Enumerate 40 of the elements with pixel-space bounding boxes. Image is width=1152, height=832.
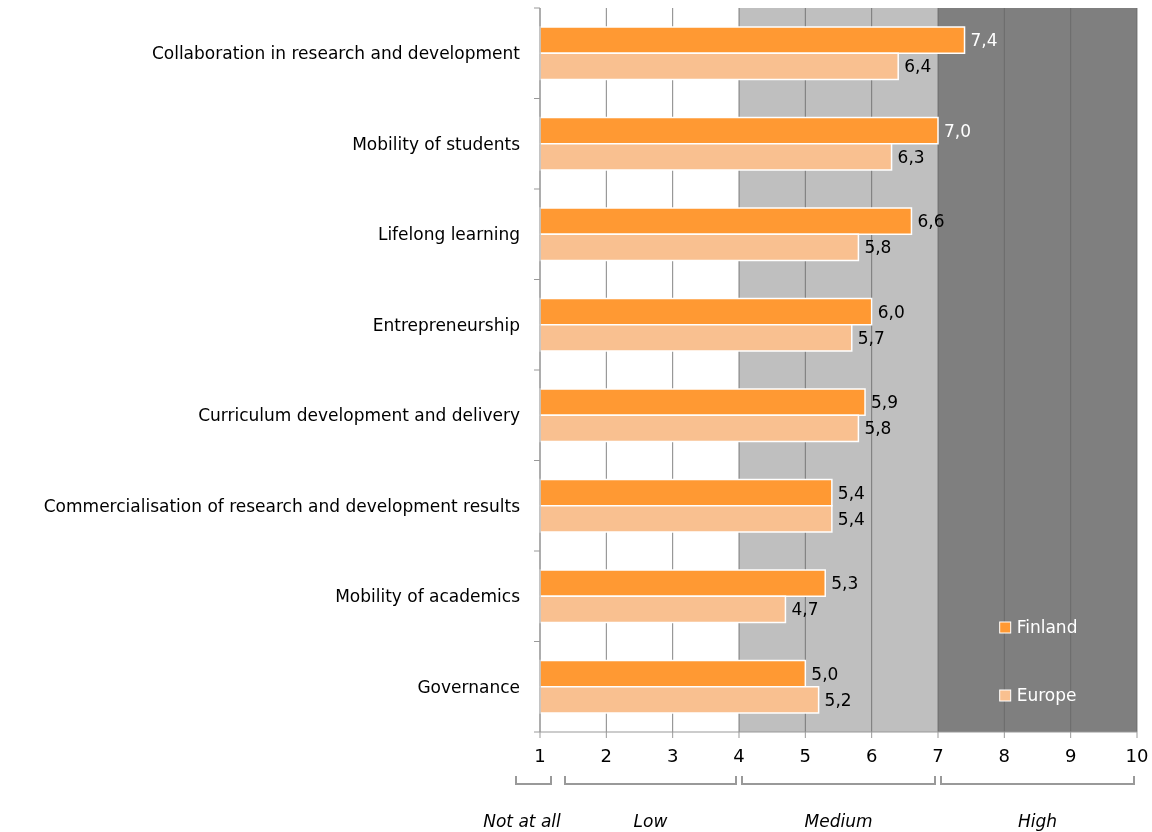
y-tick-label: Commercialisation of research and development results	[43, 495, 521, 516]
x-tick-label: 4	[733, 745, 745, 766]
data-label: 6,3	[897, 146, 925, 167]
data-label: 4,7	[791, 599, 819, 620]
data-label: 5,4	[837, 508, 865, 529]
data-label: 5,2	[824, 689, 852, 710]
y-tick-label: Mobility of students	[352, 133, 521, 154]
data-label: 5,4	[837, 482, 865, 503]
y-tick-label: Curriculum development and delivery	[198, 405, 520, 426]
y-tick-label: Mobility of academics	[335, 586, 521, 607]
data-label: 5,7	[857, 327, 885, 348]
data-label: 5,8	[864, 418, 892, 439]
text: Not at all	[483, 811, 562, 831]
text: Low	[633, 811, 668, 831]
x-tick-label: 8	[998, 745, 1011, 766]
x-tick-label: 10	[1125, 745, 1149, 766]
legend-label: Europe	[1016, 685, 1077, 705]
x-tick-label: 2	[600, 745, 613, 766]
data-label: 7,0	[944, 120, 972, 141]
y-tick-label: Entrepreneurship	[372, 314, 520, 335]
data-label: 5,0	[811, 663, 839, 684]
x-tick-label: 7	[932, 745, 944, 766]
x-tick-label: 5	[799, 745, 812, 766]
y-tick-label: Lifelong learning	[377, 224, 520, 245]
x-tick-label: 3	[666, 745, 679, 766]
y-tick-label: Governance	[417, 676, 520, 697]
data-label: 6,6	[917, 211, 945, 232]
data-label: 5,9	[871, 392, 899, 413]
legend-label: Finland	[1016, 617, 1078, 637]
data-label: 6,4	[904, 56, 932, 77]
x-tick-label: 9	[1064, 745, 1077, 766]
y-tick-label: Collaboration in research and development	[151, 43, 521, 64]
text: High	[1017, 811, 1058, 831]
data-label: 7,4	[970, 30, 998, 51]
x-tick-label: 6	[865, 745, 878, 766]
data-label: 5,3	[831, 573, 859, 594]
text: Medium	[804, 811, 873, 831]
data-label: 6,0	[877, 301, 905, 322]
x-tick-label: 1	[534, 745, 546, 766]
data-label: 5,8	[864, 237, 892, 258]
